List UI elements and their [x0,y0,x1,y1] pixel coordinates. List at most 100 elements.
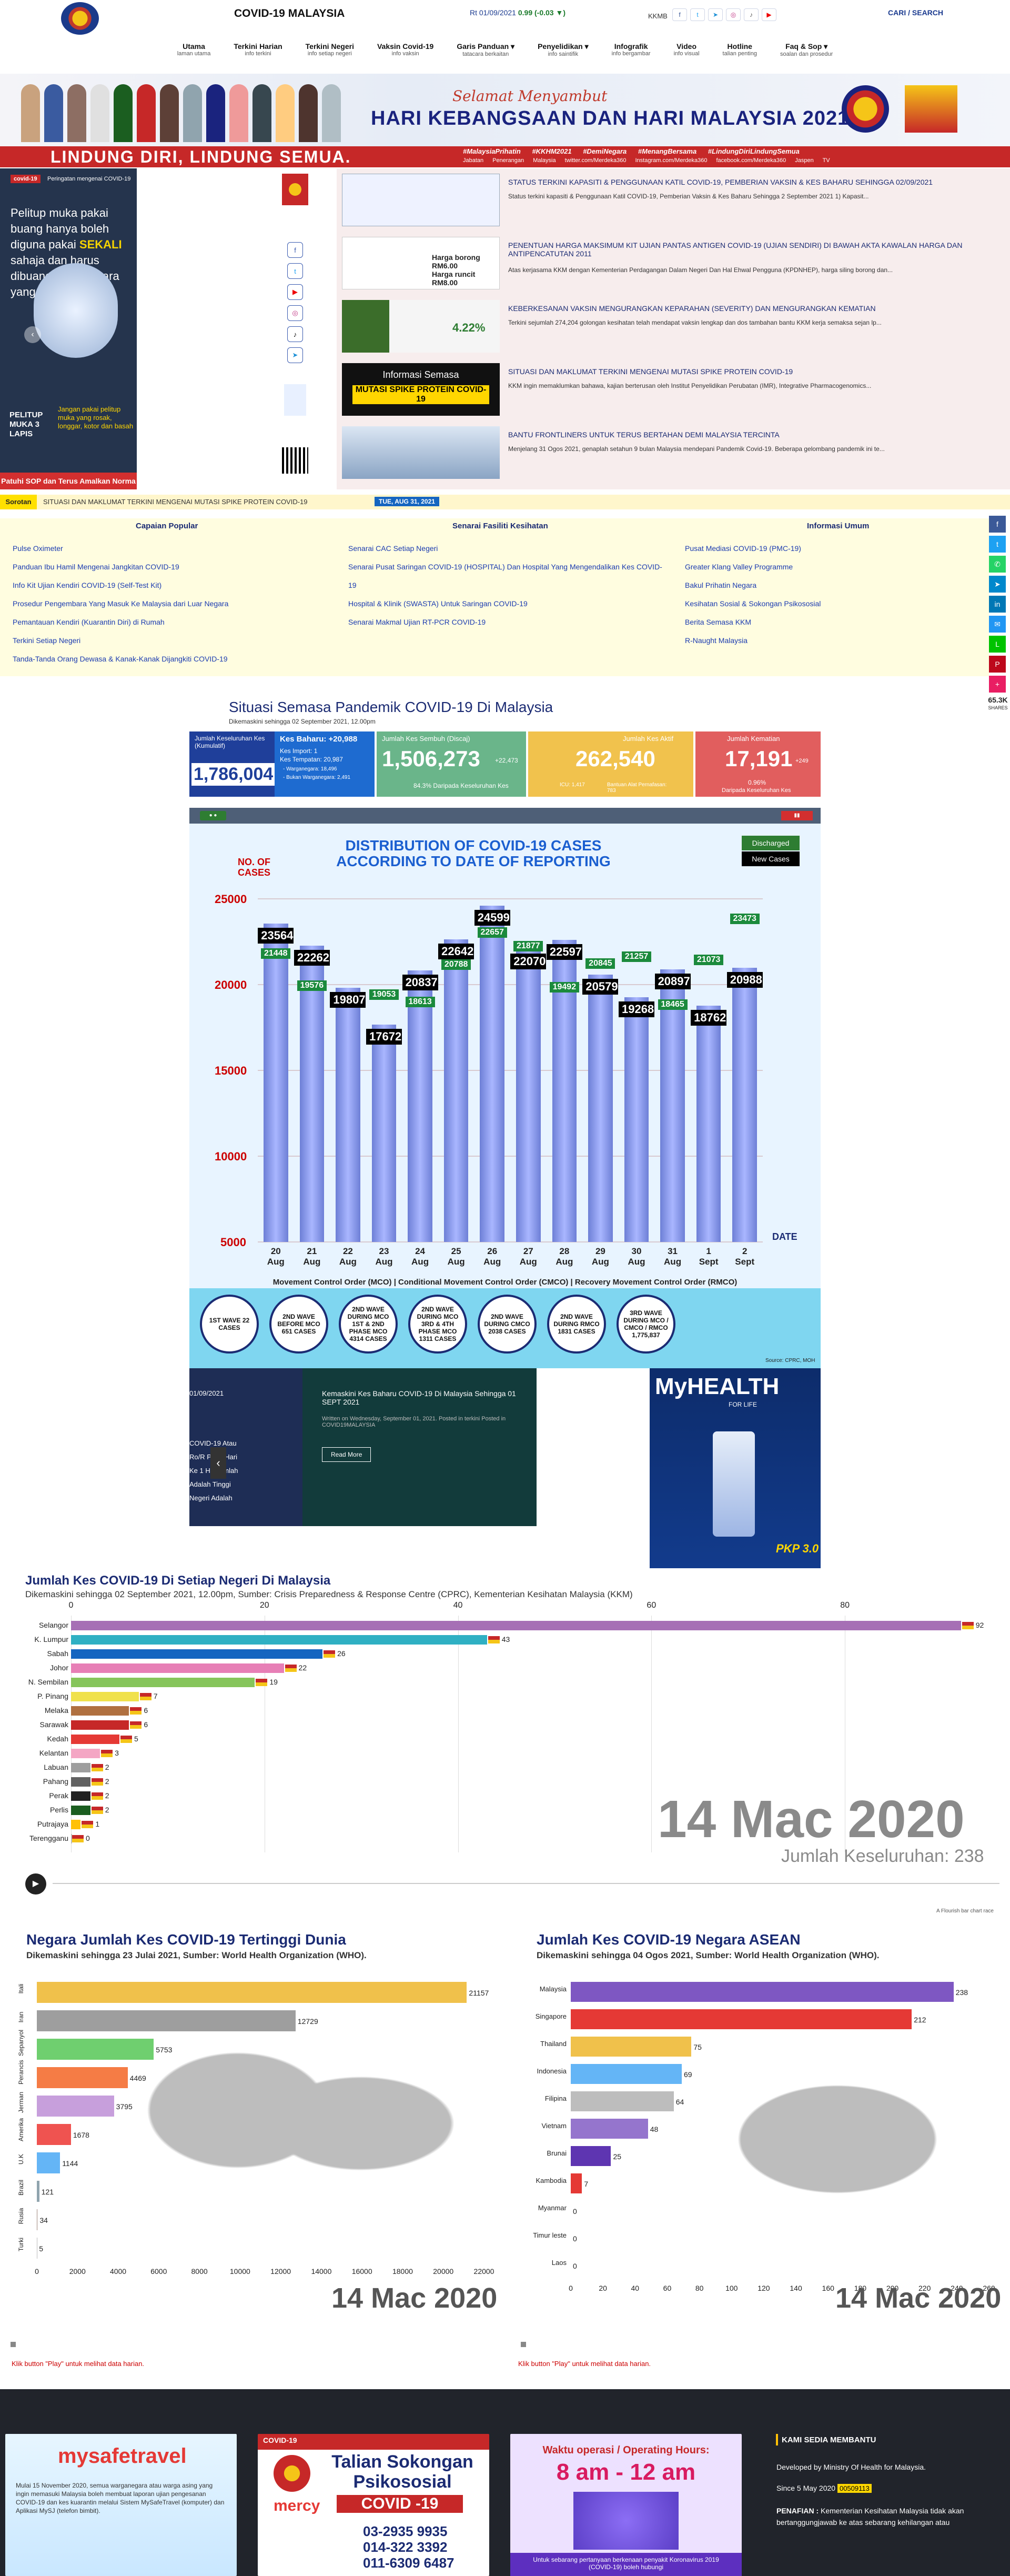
infogram-icon[interactable]: ▮▮ [781,811,813,820]
quick-link[interactable]: Berita Semasa KKM [685,618,752,626]
news-carousel[interactable]: 01/09/2021 COVID-19 Atau Ro/R Pada Hari … [189,1368,537,1526]
kkm-label[interactable]: KKMB [648,12,668,20]
news-item[interactable]: BANTU FRONTLINERS UNTUK TERUS BERTAHAN D… [337,421,1010,484]
qr-code-icon[interactable] [282,447,308,474]
news-item[interactable]: Informasi Semasa MUTASI SPIKE PROTEIN CO… [337,358,1010,421]
tiktok-icon[interactable]: ♪ [287,326,303,342]
quick-link[interactable]: Pusat Mediasi COVID-19 (PMC-19) [685,544,801,553]
world-play-icon[interactable] [11,2342,16,2347]
asean-play-icon[interactable] [521,2342,526,2347]
quick-link[interactable]: R-Naught Malaysia [685,636,748,645]
quick-link[interactable]: Bakul Prihatin Negara [685,581,757,589]
share-facebook-icon[interactable]: f [989,516,1006,533]
flourish-credit[interactable]: A Flourish bar chart race [936,1908,994,1914]
country-bar [37,2152,60,2173]
share-more-icon[interactable]: + [989,676,1006,693]
twitter-icon[interactable]: t [287,263,303,279]
quick-link[interactable]: Prosedur Pengembara Yang Masuk Ke Malays… [13,599,229,608]
carousel-prev-button[interactable]: ‹ [210,1447,226,1479]
play-button[interactable]: ▶ [25,1873,46,1895]
share-messenger-icon[interactable]: ✉ [989,616,1006,633]
news-item[interactable]: 4.22% KEBERKESANAN VAKSIN MENGURANGKAN K… [337,295,1010,358]
instagram-icon[interactable]: ◎ [287,305,303,321]
news-title[interactable]: PENENTUAN HARGA MAKSIMUM KIT UJIAN PANTA… [508,241,963,258]
news-title[interactable]: BANTU FRONTLINERS UNTUK TERUS BERTAHAN D… [508,430,780,439]
country-bar [37,2067,128,2088]
quick-link[interactable]: Pemantauan Kendiri (Kuarantin Diri) di R… [13,618,165,626]
read-more-button[interactable]: Read More [322,1447,371,1462]
kkm-logo[interactable] [61,2,99,35]
x-tick-label: 22 Aug [332,1246,363,1267]
quick-link[interactable]: Hospital & Klinik (SWASTA) Untuk Saringa… [348,599,528,608]
twitter-icon[interactable]: t [690,8,705,21]
x-tick-part: Aug [556,1257,573,1267]
tiktok-icon[interactable]: ♪ [744,8,759,21]
facebook-icon[interactable]: f [672,8,687,21]
psychosocial-card[interactable]: COVID-19 Talian Sokongan Psikososial COV… [258,2434,489,2576]
mysafetravel-card[interactable]: mysafetravel Mulai 15 November 2020, sem… [5,2434,237,2576]
country-label: U.K [17,2154,25,2165]
share-twitter-icon[interactable]: t [989,536,1006,553]
instagram-icon[interactable]: ◎ [726,8,741,21]
bar-new-cases [299,946,325,1242]
news-title[interactable]: STATUS TERKINI KAPASITI & PENGGUNAAN KAT… [508,178,933,186]
nav-infografik[interactable]: Infografik info bergambar [600,42,662,68]
quick-link[interactable]: Info Kit Ujian Kendiri COVID-19 (Self-Te… [13,581,162,589]
x-tick-label: 40 [631,2284,640,2292]
promo-footer: Patuhi SOP dan Terus Amalkan Norma Bahar… [0,473,137,502]
nav-video[interactable]: Video info visual [662,42,711,68]
highlight-text[interactable]: SITUASI DAN MAKLUMAT TERKINI MENGENAI MU… [43,498,308,506]
crowd-figure [183,84,202,142]
phone-number[interactable]: 014-322 3392 [363,2539,448,2555]
phone-number[interactable]: 011-6309 6487 [363,2555,454,2571]
slider-prev-button[interactable]: ‹ [24,326,41,343]
quick-link[interactable]: Senarai Pusat Saringan COVID-19 (HOSPITA… [348,563,662,589]
timeline-slider[interactable] [53,1883,999,1884]
share-telegram-icon[interactable]: ➤ [989,576,1006,593]
country-label: Jerman [17,2091,25,2113]
youtube-icon[interactable]: ▶ [762,8,776,21]
quick-link[interactable]: Greater Klang Valley Programme [685,563,793,571]
x-tick-part: Aug [411,1257,429,1267]
share-linkedin-icon[interactable]: in [989,596,1006,613]
myhealth-ad[interactable]: MyHEALTH FOR LIFE PKP 3.0 [650,1368,821,1568]
nav-hotline[interactable]: Hotline talian penting [711,42,769,68]
site-title[interactable]: COVID-19 MALAYSIA [234,7,345,19]
search-link[interactable]: CARI / SEARCH [888,8,944,17]
telegram-icon[interactable]: ➤ [287,347,303,363]
news-title[interactable]: SITUASI DAN MAKLUMAT TERKINI MENGENAI MU… [508,367,793,376]
nav-faq-sop[interactable]: Faq & Sop ▾ soalan dan prosedur [769,42,844,68]
carousel-title[interactable]: Kemaskini Kes Baharu COVID-19 Di Malaysi… [322,1389,516,1406]
quick-link[interactable]: Kesihatan Sosial & Sokongan Psikososial [685,599,821,608]
carousel-desc: Written on Wednesday, September 01, 2021… [322,1416,506,1428]
facebook-icon[interactable]: f [287,242,303,258]
nav-garis-panduan[interactable]: Garis Panduan ▾ tatacara berkaitan [445,42,526,68]
promo-slider[interactable]: covid-19 Peringatan mengenai COVID-19 Pe… [0,168,137,502]
nav-utama[interactable]: Utama laman utama [166,42,223,68]
quick-link[interactable]: Tanda-Tanda Orang Dewasa & Kanak-Kanak D… [13,655,228,663]
share-line-icon[interactable]: L [989,636,1006,653]
nav-terkini-harian[interactable]: Terkini Harian info terkini [222,42,294,68]
quick-link[interactable]: Pulse Oximeter [13,544,63,553]
news-item[interactable]: STATUS TERKINI KAPASITI & PENGGUNAAN KAT… [337,168,1010,232]
phone-number[interactable]: 03-2935 9935 [363,2523,448,2539]
merdeka-banner[interactable]: Selamat Menyambut HARI KEBANGSAAN DAN HA… [0,74,1010,167]
news-item[interactable]: Harga borong RM6.00 Harga runcit RM8.00 … [337,232,1010,295]
news-title[interactable]: KEBERKESANAN VAKSIN MENGURANGKAN KEPARAH… [508,304,876,313]
share-whatsapp-icon[interactable]: ✆ [989,556,1006,573]
x-tick-label: 28 Aug [549,1246,580,1267]
hours-card[interactable]: Waktu operasi / Operating Hours: 8 am - … [510,2434,742,2576]
nav-terkini-negeri[interactable]: Terkini Negeri info setiap negeri [294,42,366,68]
quick-link[interactable]: Panduan Ibu Hamil Mengenai Jangkitan COV… [13,563,179,571]
quick-link[interactable]: Terkini Setiap Negeri [13,636,81,645]
quick-link[interactable]: Senarai CAC Setiap Negeri [348,544,438,553]
nav-penyelidikan[interactable]: Penyelidikan ▾ info saintifik [526,42,600,68]
quick-link[interactable]: Senarai Makmal Ujian RT-PCR COVID-19 [348,618,486,626]
nav-vaksin[interactable]: Vaksin Covid-19 info vaksin [366,42,445,68]
telegram-icon[interactable]: ➤ [708,8,723,21]
share-pinterest-icon[interactable]: P [989,656,1006,673]
country-label: Brunai [547,2149,567,2157]
stat-pct: 0.96% [748,779,766,786]
state-label: Perlis [49,1806,68,1814]
youtube-icon[interactable]: ▶ [287,284,303,300]
